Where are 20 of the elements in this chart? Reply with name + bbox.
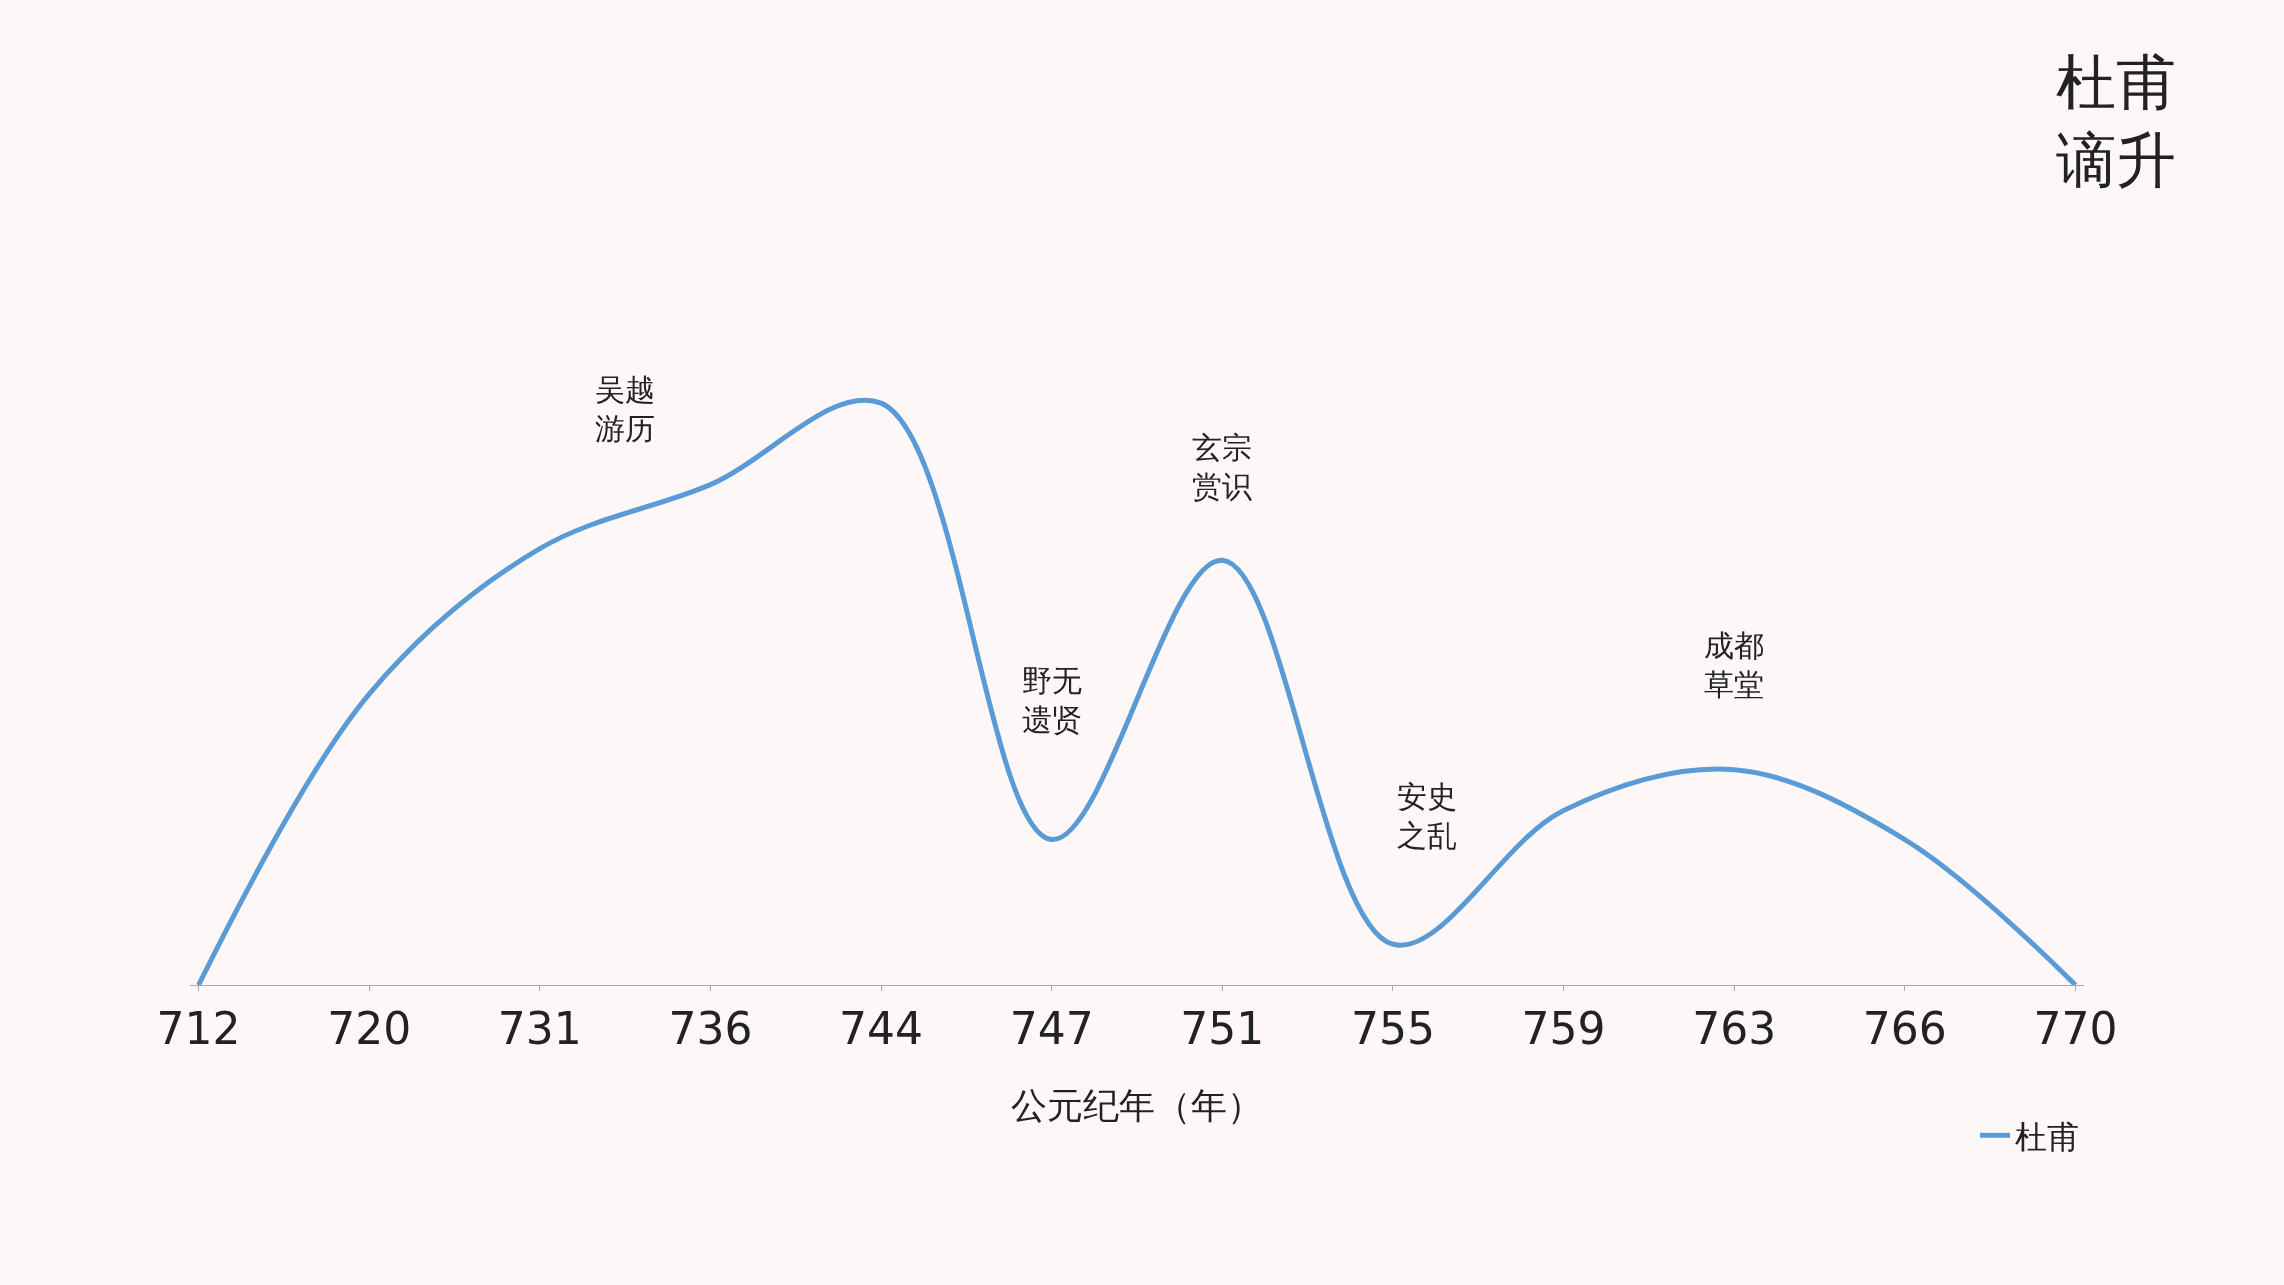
x-tick-label: 759 <box>1521 1002 1606 1054</box>
x-tick-label: 720 <box>327 1002 412 1054</box>
x-axis-title: 公元纪年（年） <box>1011 1085 1263 1127</box>
x-tick-label: 747 <box>1009 1002 1094 1054</box>
x-tick-label: 755 <box>1350 1002 1435 1054</box>
x-tick-label: 744 <box>839 1002 924 1054</box>
x-tick-label: 770 <box>2033 1002 2118 1054</box>
annotation: 吴越游历 <box>595 372 655 446</box>
x-tick-label: 712 <box>156 1002 241 1054</box>
x-tick-label: 751 <box>1180 1002 1265 1054</box>
legend-label: 杜甫 <box>2015 1117 2079 1156</box>
x-tick-label: 736 <box>668 1002 753 1054</box>
annotation: 安史之乱 <box>1397 779 1457 853</box>
x-tick-label: 763 <box>1692 1002 1777 1054</box>
x-tick-label: 731 <box>497 1002 582 1054</box>
chart-title: 杜甫谪升 <box>2055 46 2176 195</box>
x-tick-label: 766 <box>1862 1002 1947 1054</box>
annotation: 野无遗贤 <box>1022 663 1082 737</box>
annotation: 玄宗赏识 <box>1192 430 1252 504</box>
annotation: 成都草堂 <box>1704 628 1764 702</box>
